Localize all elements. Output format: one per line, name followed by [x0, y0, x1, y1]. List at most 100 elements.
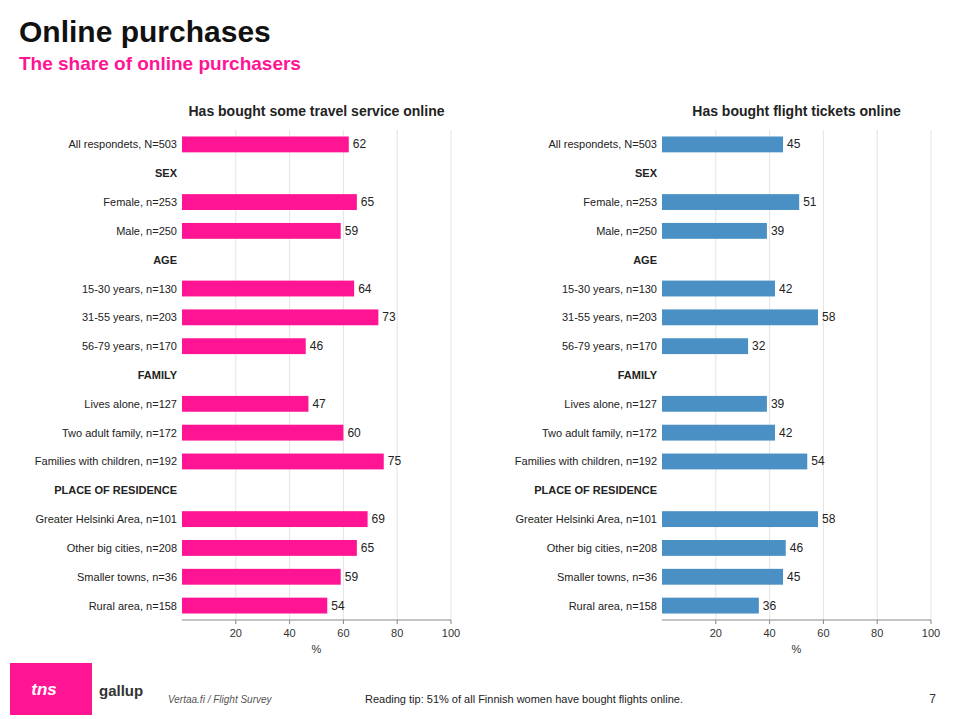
data-label: 59 [345, 570, 359, 584]
bar [182, 425, 343, 441]
x-axis-label: % [312, 643, 322, 655]
note: Reading tip: 51% of all Finnish women ha… [365, 693, 683, 705]
tick-label: 80 [391, 627, 403, 639]
category-label: Male, n=250 [116, 225, 177, 237]
bar [182, 223, 341, 239]
data-label: 46 [790, 541, 804, 555]
page: Online purchasesThe share of online purc… [0, 0, 960, 719]
category-label: Smaller towns, n=36 [77, 571, 177, 583]
chart: Has bought some travel service online 20 4… [35, 103, 460, 655]
data-label: 32 [752, 339, 766, 353]
bar [662, 281, 775, 297]
category-label: Greater Helsinki Area, n=101 [515, 513, 657, 525]
bar [182, 194, 357, 210]
data-label: 46 [310, 339, 324, 353]
bar [182, 598, 327, 614]
tick-mark [289, 620, 290, 624]
category-label: Female, n=253 [583, 196, 657, 208]
data-label: 64 [358, 282, 372, 296]
data-label: 45 [787, 570, 801, 584]
data-label: 51 [803, 195, 817, 209]
x-axis-line [662, 620, 931, 621]
grid-line [877, 130, 878, 620]
category-label: AGE [153, 254, 177, 266]
category-label: 15-30 years, n=130 [562, 283, 657, 295]
tick-mark [769, 620, 770, 624]
category-label: FAMILY [138, 369, 178, 381]
source: Vertaa.fi / Flight Survey [168, 694, 273, 705]
tick-label: 100 [922, 627, 940, 639]
grid-line [451, 130, 452, 620]
category-label: All respondets, N=503 [548, 138, 657, 150]
bar [662, 223, 767, 239]
logo-text: tns [31, 680, 57, 699]
x-axis-line [182, 620, 451, 621]
tick-mark [343, 620, 344, 624]
category-label: Families with children, n=192 [35, 455, 177, 467]
footer: tns gallup Vertaa.fi / Flight Survey Readin… [10, 663, 936, 715]
category-label: Lives alone, n=127 [84, 398, 177, 410]
data-label: 65 [361, 541, 375, 555]
tick-mark [877, 620, 878, 624]
category-label: PLACE OF RESIDENCE [534, 484, 657, 496]
category-label: 56-79 years, n=170 [82, 340, 177, 352]
category-label: SEX [155, 167, 178, 179]
bar [662, 511, 818, 527]
category-label: 31-55 years, n=203 [562, 311, 657, 323]
data-label: 39 [771, 397, 785, 411]
tick-label: 20 [230, 627, 242, 639]
brand-text: gallup [99, 682, 143, 699]
bar [662, 396, 767, 412]
tick-label: 60 [817, 627, 829, 639]
tick-label: 40 [283, 627, 295, 639]
tick-mark [931, 620, 932, 624]
category-label: Two adult family, n=172 [542, 427, 657, 439]
tick-label: 20 [710, 627, 722, 639]
bar [182, 569, 341, 585]
bar [662, 425, 775, 441]
grid-line [823, 130, 824, 620]
data-label: 58 [822, 310, 836, 324]
x-axis-label: % [792, 643, 802, 655]
data-label: 54 [331, 599, 345, 613]
tick-label: 100 [442, 627, 460, 639]
category-label: Two adult family, n=172 [62, 427, 177, 439]
category-label: Rural area, n=158 [569, 600, 657, 612]
data-label: 60 [347, 426, 361, 440]
bar [182, 454, 384, 470]
category-label: FAMILY [618, 369, 658, 381]
data-label: 69 [372, 512, 386, 526]
subtitle: The share of online purchasers [19, 53, 301, 74]
tick-label: 80 [871, 627, 883, 639]
bar [182, 540, 357, 556]
bar [182, 396, 308, 412]
bar [662, 338, 748, 354]
background [0, 0, 960, 719]
logo-box [10, 663, 92, 715]
tick-label: 40 [763, 627, 775, 639]
chart: Has bought flight tickets online20406080… [515, 103, 940, 655]
tick-mark [715, 620, 716, 624]
bar [662, 569, 783, 585]
data-label: 36 [763, 599, 777, 613]
category-label: 15-30 years, n=130 [82, 283, 177, 295]
data-label: 39 [771, 224, 785, 238]
bar [182, 309, 378, 325]
bar [662, 540, 786, 556]
tick-mark [451, 620, 452, 624]
bar [662, 194, 799, 210]
bar [182, 281, 354, 297]
bar [662, 598, 759, 614]
bar [662, 309, 818, 325]
category-label: All respondets, N=503 [68, 138, 177, 150]
data-label: 59 [345, 224, 359, 238]
data-label: 42 [779, 426, 793, 440]
grid-line [931, 130, 932, 620]
tick-mark [823, 620, 824, 624]
chart-title: Has bought some travel service online [189, 103, 445, 119]
category-label: Female, n=253 [103, 196, 177, 208]
category-label: Other big cities, n=208 [547, 542, 657, 554]
data-label: 54 [811, 454, 825, 468]
data-label: 62 [353, 137, 367, 151]
category-label: Greater Helsinki Area, n=101 [35, 513, 177, 525]
